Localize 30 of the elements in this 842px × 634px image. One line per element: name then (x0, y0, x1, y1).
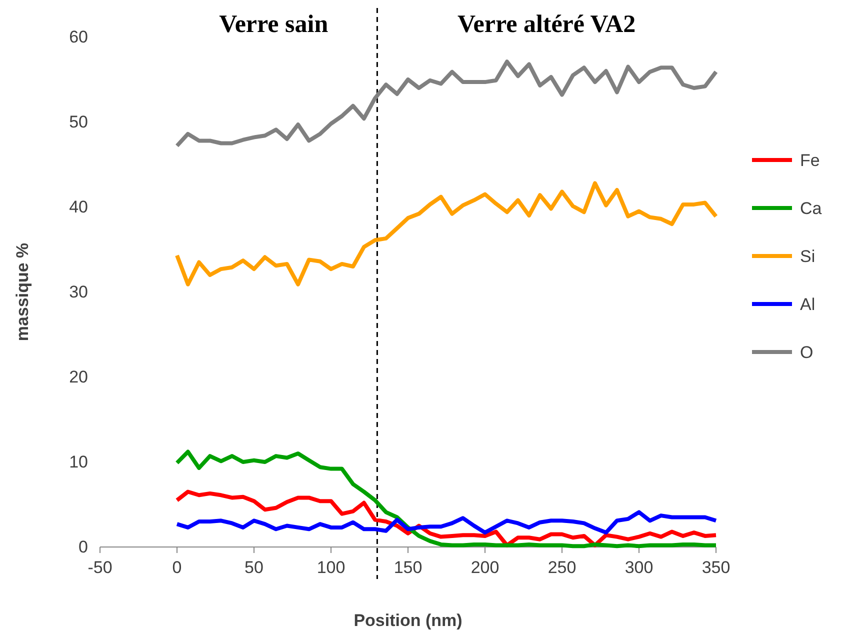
x-axis-title: Position (nm) (354, 611, 462, 630)
x-tick-label: 300 (624, 558, 654, 577)
annotation: Verre sain (219, 11, 328, 38)
line-series (175, 181, 718, 286)
line-series (175, 60, 718, 148)
y-tick-label: 50 (69, 112, 88, 132)
y-tick-label: 30 (69, 282, 88, 302)
x-tick-label: 250 (548, 558, 576, 577)
line-series (175, 450, 718, 548)
line-series (175, 510, 718, 535)
y-axis-title: massique % (13, 242, 32, 342)
x-tick-label: 350 (702, 558, 730, 577)
legend-label: Fe (800, 150, 820, 170)
x-tick-label: 0 (172, 558, 182, 577)
legend-label: Si (800, 246, 816, 266)
y-tick-label: 0 (78, 537, 88, 556)
y-tick-label: 10 (69, 452, 88, 472)
y-tick-label: 40 (69, 197, 88, 216)
x-tick-label: -50 (88, 558, 112, 577)
x-tick-label: 200 (470, 558, 500, 577)
legend-label: Ca (800, 198, 822, 218)
legend-label: Al (800, 294, 816, 314)
x-tick-label: 100 (316, 558, 346, 577)
y-tick-label: 60 (69, 27, 88, 46)
legend-label: O (800, 342, 814, 362)
x-tick-label: 150 (394, 558, 422, 577)
x-tick-label: 50 (244, 558, 264, 577)
y-tick-label: 20 (69, 367, 88, 386)
line-series (175, 490, 718, 548)
annotation: Verre altéré VA2 (458, 11, 636, 38)
